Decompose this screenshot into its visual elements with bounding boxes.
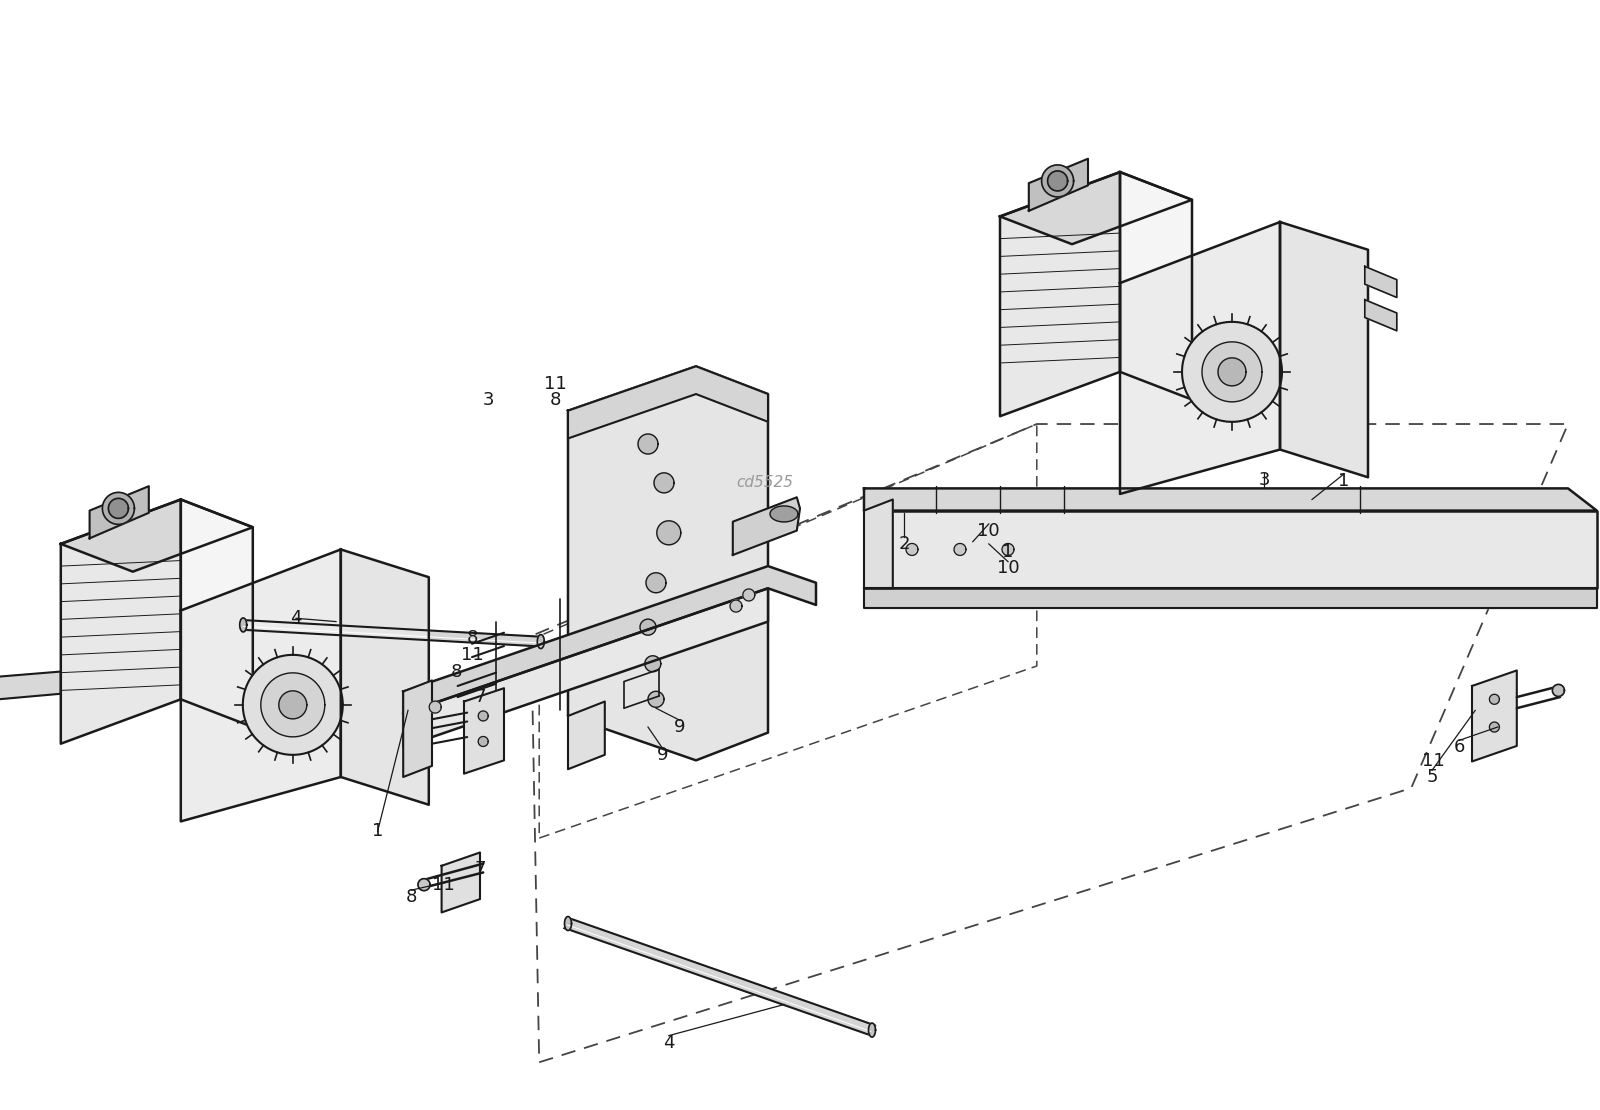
- Polygon shape: [240, 618, 246, 632]
- Polygon shape: [1472, 670, 1517, 761]
- Polygon shape: [1042, 165, 1074, 196]
- Text: 3: 3: [482, 391, 494, 408]
- Polygon shape: [243, 620, 541, 646]
- Text: 1: 1: [371, 823, 384, 840]
- Text: 10: 10: [997, 559, 1019, 577]
- Text: 3: 3: [1258, 471, 1270, 488]
- Polygon shape: [1000, 172, 1192, 244]
- Polygon shape: [1182, 322, 1282, 422]
- Text: 8: 8: [549, 391, 562, 408]
- Text: 11: 11: [544, 375, 566, 393]
- Polygon shape: [638, 434, 658, 454]
- Polygon shape: [418, 879, 430, 890]
- Polygon shape: [278, 690, 307, 719]
- Text: cd5525: cd5525: [736, 475, 794, 491]
- Polygon shape: [565, 917, 571, 930]
- Polygon shape: [654, 473, 674, 493]
- Polygon shape: [61, 500, 253, 572]
- Polygon shape: [869, 1023, 875, 1037]
- Polygon shape: [645, 656, 661, 672]
- Polygon shape: [1280, 222, 1368, 477]
- Polygon shape: [1000, 172, 1120, 416]
- Polygon shape: [403, 566, 816, 714]
- Polygon shape: [648, 692, 664, 707]
- Polygon shape: [658, 521, 682, 545]
- Text: 6: 6: [1453, 738, 1466, 756]
- Polygon shape: [864, 588, 1597, 608]
- Polygon shape: [61, 500, 181, 744]
- Text: 5: 5: [1426, 768, 1438, 786]
- Polygon shape: [181, 500, 253, 727]
- Text: 2: 2: [898, 535, 910, 553]
- Text: 4: 4: [290, 609, 302, 627]
- Polygon shape: [565, 919, 875, 1035]
- Polygon shape: [478, 737, 488, 746]
- Polygon shape: [181, 549, 341, 821]
- Polygon shape: [442, 852, 480, 912]
- Text: 11: 11: [1422, 753, 1445, 770]
- Text: 8: 8: [405, 888, 418, 906]
- Polygon shape: [403, 680, 432, 777]
- Text: 9: 9: [674, 718, 686, 736]
- Polygon shape: [770, 506, 798, 522]
- Text: 7: 7: [474, 860, 486, 878]
- Polygon shape: [90, 486, 149, 538]
- Polygon shape: [742, 589, 755, 601]
- Polygon shape: [538, 635, 544, 648]
- Polygon shape: [0, 672, 61, 722]
- Polygon shape: [478, 712, 488, 720]
- Text: 10: 10: [978, 522, 1000, 539]
- Text: 4: 4: [662, 1035, 675, 1052]
- Polygon shape: [1120, 172, 1192, 400]
- Polygon shape: [109, 498, 128, 518]
- Polygon shape: [568, 702, 605, 769]
- Text: 1: 1: [1338, 472, 1350, 490]
- Polygon shape: [1218, 357, 1246, 386]
- Text: 8: 8: [450, 663, 462, 680]
- Polygon shape: [1490, 695, 1499, 704]
- Polygon shape: [429, 702, 442, 713]
- Text: 8: 8: [466, 629, 478, 647]
- Polygon shape: [1029, 159, 1088, 211]
- Polygon shape: [733, 497, 800, 555]
- Text: 9: 9: [656, 746, 669, 764]
- Polygon shape: [864, 500, 893, 588]
- Polygon shape: [730, 601, 742, 612]
- Polygon shape: [1048, 171, 1067, 191]
- Polygon shape: [646, 573, 666, 593]
- Text: 7: 7: [474, 688, 486, 706]
- Polygon shape: [102, 493, 134, 524]
- Polygon shape: [640, 619, 656, 635]
- Text: 11: 11: [432, 876, 454, 894]
- Polygon shape: [1120, 222, 1280, 494]
- Polygon shape: [954, 544, 966, 555]
- Text: 1: 1: [1002, 543, 1014, 561]
- Polygon shape: [464, 688, 504, 774]
- Text: 11: 11: [461, 646, 483, 664]
- Polygon shape: [1365, 266, 1397, 297]
- Polygon shape: [403, 588, 768, 747]
- Polygon shape: [1490, 723, 1499, 731]
- Polygon shape: [864, 511, 1597, 588]
- Polygon shape: [341, 549, 429, 805]
- Polygon shape: [568, 366, 768, 438]
- Polygon shape: [243, 655, 342, 755]
- Polygon shape: [864, 488, 1597, 511]
- Polygon shape: [1202, 342, 1262, 402]
- Polygon shape: [1552, 685, 1565, 696]
- Polygon shape: [1365, 300, 1397, 331]
- Polygon shape: [906, 544, 918, 555]
- Polygon shape: [261, 673, 325, 737]
- Polygon shape: [568, 366, 768, 760]
- Polygon shape: [1002, 544, 1014, 555]
